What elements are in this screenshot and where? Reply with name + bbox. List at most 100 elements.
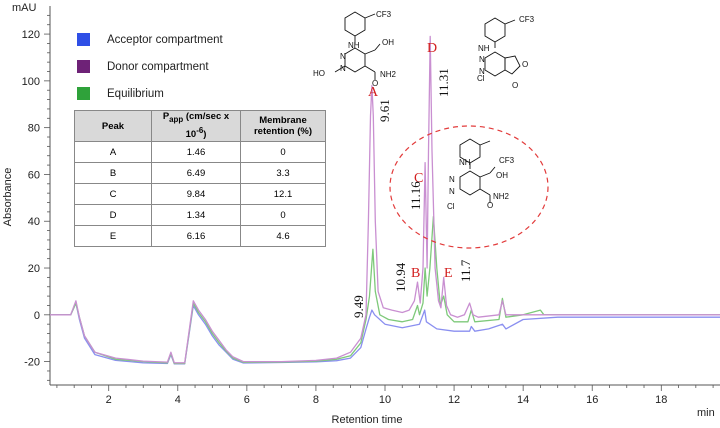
table-row: E 6.16 4.6 — [74, 225, 326, 247]
y-unit-label: mAU — [12, 2, 37, 14]
svg-text:NH: NH — [478, 44, 490, 53]
y-tick-label: 40 — [28, 216, 40, 228]
x-tick-label: 14 — [517, 394, 529, 406]
x-unit-label: min — [697, 407, 715, 419]
x-tick-label: 8 — [313, 394, 319, 406]
header-peak: Peak — [74, 110, 152, 142]
legend-label-donor: Donor compartment — [107, 61, 209, 73]
structure-d — [484, 17, 521, 77]
cell-peak: C — [74, 183, 152, 205]
legend-swatch-donor — [77, 60, 90, 73]
svg-text:CF3: CF3 — [499, 156, 515, 165]
legend-swatch-equilibrium — [77, 87, 90, 100]
rt-label-9-49: 9.49 — [351, 295, 366, 318]
header-retention: Membrane retention (%) — [240, 110, 326, 142]
y-tick-label: 0 — [34, 310, 40, 322]
peak-annotations: A 9.61 B 10.94 C 11.16 D 11.31 E 11.7 9.… — [351, 41, 473, 318]
structure-a — [334, 11, 381, 80]
series-line-acceptor-compartment — [50, 302, 720, 365]
svg-text:N: N — [479, 55, 485, 64]
peak-rt-a: 9.61 — [377, 99, 392, 122]
highlight-circle — [389, 125, 549, 249]
svg-text:NH2: NH2 — [493, 192, 510, 201]
x-tick-label: 4 — [175, 394, 181, 406]
peak-letter-b: B — [411, 266, 420, 281]
table-row: C 9.84 12.1 — [74, 183, 326, 205]
header-papp-rest: (cm/sec x 10 — [183, 111, 230, 141]
cell-papp: 9.84 — [151, 183, 241, 205]
header-papp: Papp (cm/sec x 10-6) — [151, 110, 241, 142]
svg-text:O: O — [372, 79, 378, 88]
peak-rt-d: 11.31 — [436, 68, 451, 97]
peak-letter-c: C — [414, 171, 423, 186]
y-tick-label: 20 — [28, 263, 40, 275]
structure-c — [459, 138, 496, 203]
svg-text:O: O — [487, 201, 493, 210]
peak-rt-c: 11.16 — [408, 181, 423, 210]
cell-papp: 6.49 — [151, 162, 241, 184]
header-papp-close: ) — [203, 129, 207, 141]
y-tick-label: -20 — [24, 357, 40, 369]
peak-letter-a: A — [368, 85, 379, 100]
legend: Acceptor compartment Donor compartment E… — [77, 33, 223, 100]
svg-text:N: N — [449, 187, 455, 196]
y-tick-label: 120 — [22, 29, 40, 41]
structure-d-labels: CF3 NH N N Cl O O — [477, 15, 535, 90]
cell-peak: D — [74, 204, 152, 226]
series-layer — [50, 35, 720, 365]
peak-letter-d: D — [427, 41, 437, 56]
svg-text:Cl: Cl — [447, 202, 455, 211]
table-row: A 1.46 0 — [74, 141, 326, 163]
series-line-donor-compartment — [50, 35, 720, 364]
cell-peak: E — [74, 225, 152, 247]
svg-text:CF3: CF3 — [376, 10, 392, 19]
plot-frame — [44, 6, 720, 391]
y-tick-label: 60 — [28, 169, 40, 181]
svg-text:NH: NH — [459, 158, 471, 167]
svg-text:Cl: Cl — [477, 74, 485, 83]
y-tick-label: 100 — [22, 76, 40, 88]
table-header-row: Peak Papp (cm/sec x 10-6) Membrane reten… — [74, 110, 326, 142]
svg-text:CF3: CF3 — [519, 15, 535, 24]
y-axis-title: Absorbance — [2, 168, 14, 227]
svg-text:NH2: NH2 — [380, 70, 397, 79]
x-tick-label: 18 — [655, 394, 667, 406]
header-papp-main: P — [162, 111, 170, 123]
svg-text:NH: NH — [348, 41, 360, 50]
legend-label-acceptor: Acceptor compartment — [107, 34, 223, 46]
legend-label-equilibrium: Equilibrium — [107, 88, 164, 100]
cell-papp: 1.34 — [151, 204, 241, 226]
svg-text:OH: OH — [382, 38, 394, 47]
structure-c-labels: CF3 NH N N OH Cl NH2 O — [447, 156, 515, 211]
cell-retention: 12.1 — [240, 183, 326, 205]
cell-papp: 6.16 — [151, 225, 241, 247]
x-tick-label: 16 — [586, 394, 598, 406]
header-papp-sub: app — [169, 115, 184, 125]
svg-text:HO: HO — [313, 69, 325, 78]
x-axis-title: Retention time — [332, 414, 403, 426]
svg-text:N: N — [340, 64, 346, 73]
header-papp-exp: -6 — [196, 126, 204, 136]
peak-rt-e: 11.7 — [458, 259, 473, 282]
x-tick-label: 2 — [106, 394, 112, 406]
cell-peak: B — [74, 162, 152, 184]
svg-text:N: N — [340, 52, 346, 61]
x-tick-label: 6 — [244, 394, 250, 406]
structure-a-labels: CF3 NH N N OH HO NH2 O — [313, 10, 397, 88]
cell-retention: 0 — [240, 141, 326, 163]
cell-retention: 0 — [240, 204, 326, 226]
table-row: D 1.34 0 — [74, 204, 326, 226]
svg-text:O: O — [522, 60, 528, 69]
cell-retention: 3.3 — [240, 162, 326, 184]
x-tick-label: 12 — [448, 394, 460, 406]
x-tick-label: 10 — [379, 394, 391, 406]
y-tick-label: 80 — [28, 123, 40, 135]
legend-swatch-acceptor — [77, 33, 90, 46]
peak-letter-e: E — [444, 266, 453, 281]
table-row: B 6.49 3.3 — [74, 162, 326, 184]
svg-text:N: N — [479, 67, 485, 76]
cell-retention: 4.6 — [240, 225, 326, 247]
permeability-table: Peak Papp (cm/sec x 10-6) Membrane reten… — [74, 110, 326, 247]
peak-rt-b: 10.94 — [393, 262, 408, 292]
